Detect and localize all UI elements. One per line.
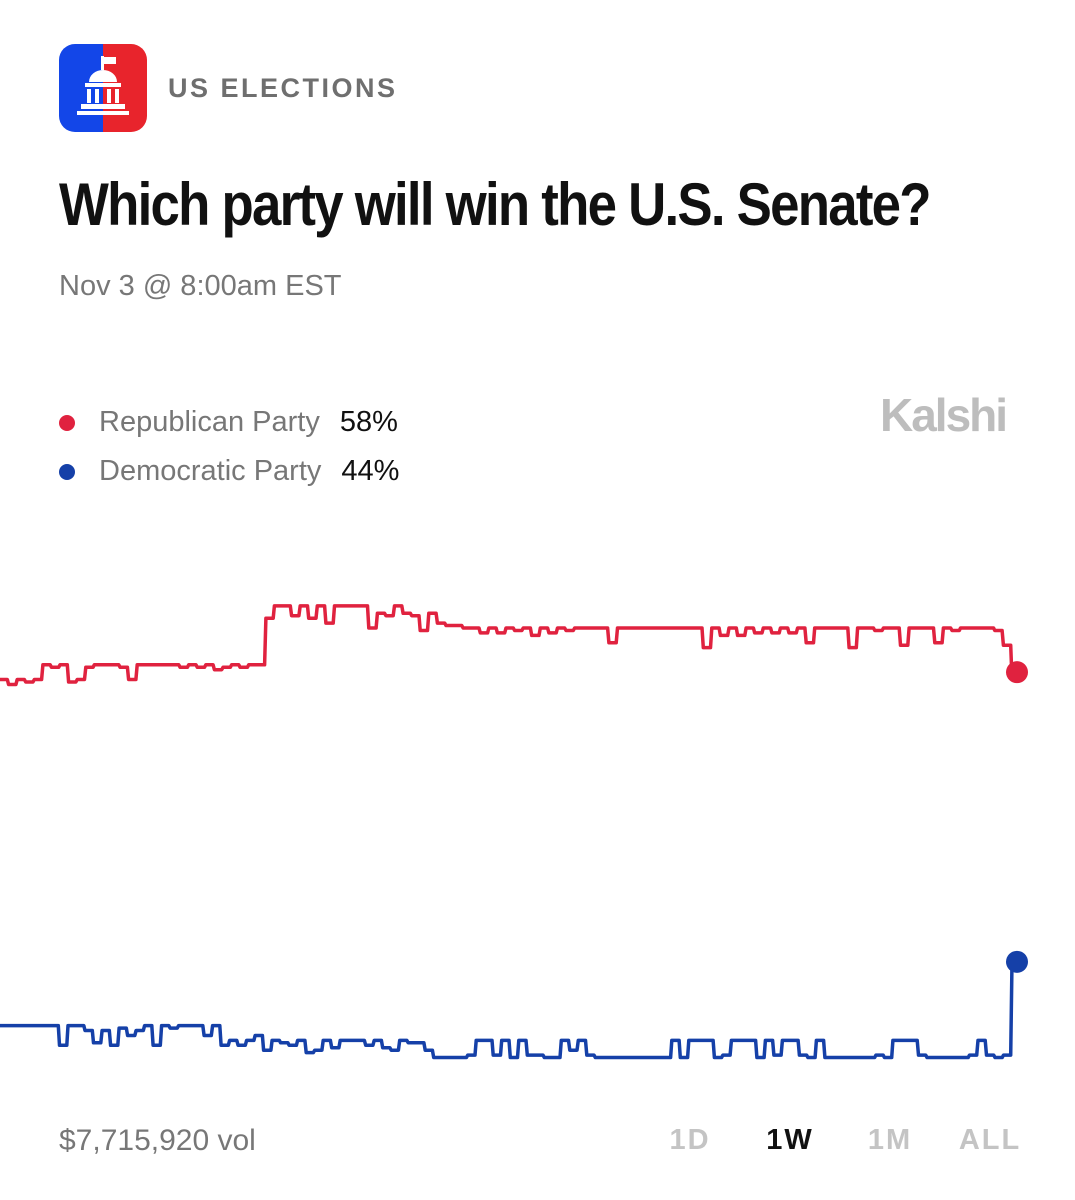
category-label: US ELECTIONS — [168, 73, 398, 103]
legend-label: Democratic Party — [99, 455, 322, 487]
series-line-republican — [0, 604, 1019, 687]
legend-value: 58% — [339, 406, 398, 438]
time-range-selector: 1D 1W 1M ALL — [640, 1124, 1040, 1157]
legend-label: Republican Party — [99, 406, 320, 438]
democratic-dot-icon — [59, 463, 75, 480]
market-date: Nov 3 @ 8:00am EST — [59, 270, 342, 302]
series-endpoint-republican — [1006, 661, 1028, 684]
price-chart — [0, 604, 1028, 1060]
app-logo — [59, 44, 147, 132]
legend-item-democratic: Democratic Party 44% — [59, 447, 399, 496]
range-1m-button[interactable]: 1M — [867, 1124, 913, 1156]
legend-item-republican: Republican Party 58% — [59, 398, 399, 447]
range-1d-button[interactable]: 1D — [669, 1124, 711, 1156]
range-1w-button[interactable]: 1W — [766, 1124, 814, 1156]
capitol-building-icon — [59, 44, 147, 132]
legend-value: 44% — [341, 455, 400, 487]
legend: Republican Party 58% Democratic Party 44… — [59, 398, 399, 496]
page-title: Which party will win the U.S. Senate? — [59, 171, 932, 238]
series-line-democratic — [0, 960, 1019, 1060]
series-endpoint-democratic — [1006, 950, 1028, 973]
republican-dot-icon — [59, 414, 75, 431]
brand-logo: Kalshi — [880, 389, 1008, 441]
range-all-button[interactable]: ALL — [958, 1124, 1022, 1156]
trading-volume: $7,715,920 vol — [59, 1124, 256, 1157]
